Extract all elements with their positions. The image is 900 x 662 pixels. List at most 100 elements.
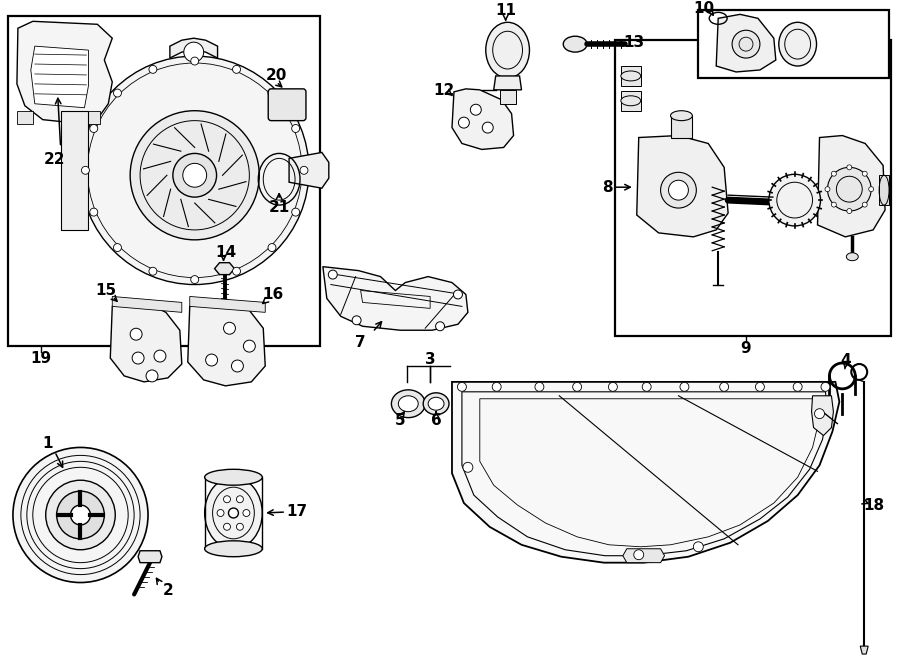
Polygon shape bbox=[190, 297, 266, 312]
Circle shape bbox=[634, 549, 643, 559]
Circle shape bbox=[146, 370, 158, 382]
Circle shape bbox=[492, 383, 501, 391]
Circle shape bbox=[223, 496, 230, 502]
Circle shape bbox=[184, 42, 203, 62]
Circle shape bbox=[90, 208, 98, 216]
Ellipse shape bbox=[486, 23, 529, 78]
Circle shape bbox=[572, 383, 581, 391]
Circle shape bbox=[223, 322, 236, 334]
Text: 7: 7 bbox=[356, 335, 366, 350]
Circle shape bbox=[232, 267, 240, 275]
Circle shape bbox=[471, 104, 482, 115]
Circle shape bbox=[217, 510, 224, 516]
Bar bbox=[60, 111, 88, 230]
Circle shape bbox=[80, 56, 309, 285]
Text: 1: 1 bbox=[42, 436, 53, 451]
Ellipse shape bbox=[563, 36, 587, 52]
Circle shape bbox=[436, 322, 445, 331]
Polygon shape bbox=[860, 646, 868, 654]
Circle shape bbox=[113, 89, 122, 97]
Text: 20: 20 bbox=[266, 68, 287, 83]
Polygon shape bbox=[17, 111, 32, 124]
Circle shape bbox=[130, 111, 259, 240]
Polygon shape bbox=[636, 136, 728, 237]
Circle shape bbox=[90, 124, 98, 132]
Circle shape bbox=[821, 383, 830, 391]
Circle shape bbox=[148, 66, 157, 73]
Ellipse shape bbox=[399, 396, 418, 412]
Circle shape bbox=[793, 383, 802, 391]
Circle shape bbox=[268, 244, 276, 252]
Polygon shape bbox=[716, 15, 776, 72]
Circle shape bbox=[82, 166, 89, 174]
Ellipse shape bbox=[621, 71, 641, 81]
Circle shape bbox=[57, 491, 104, 539]
Text: 15: 15 bbox=[95, 283, 117, 298]
Circle shape bbox=[755, 383, 764, 391]
Circle shape bbox=[243, 340, 256, 352]
Polygon shape bbox=[323, 267, 468, 330]
Polygon shape bbox=[138, 551, 162, 563]
Circle shape bbox=[154, 350, 166, 362]
Text: 6: 6 bbox=[431, 413, 442, 428]
Ellipse shape bbox=[778, 23, 816, 66]
Polygon shape bbox=[214, 263, 234, 275]
Polygon shape bbox=[817, 136, 885, 237]
Bar bbox=[621, 91, 641, 111]
Polygon shape bbox=[111, 303, 182, 382]
Circle shape bbox=[454, 290, 463, 299]
Circle shape bbox=[720, 383, 729, 391]
Circle shape bbox=[231, 360, 243, 372]
Circle shape bbox=[661, 172, 697, 208]
Circle shape bbox=[669, 180, 689, 200]
Circle shape bbox=[148, 267, 157, 275]
Polygon shape bbox=[623, 549, 664, 563]
Text: 9: 9 bbox=[741, 341, 751, 355]
Circle shape bbox=[732, 30, 760, 58]
Circle shape bbox=[205, 354, 218, 366]
Circle shape bbox=[223, 523, 230, 530]
Circle shape bbox=[825, 187, 830, 192]
Ellipse shape bbox=[392, 390, 425, 418]
Text: 2: 2 bbox=[163, 583, 174, 598]
Text: 10: 10 bbox=[694, 1, 715, 16]
Text: 5: 5 bbox=[395, 413, 406, 428]
Circle shape bbox=[132, 352, 144, 364]
Circle shape bbox=[680, 383, 688, 391]
Circle shape bbox=[352, 316, 361, 325]
Polygon shape bbox=[17, 21, 112, 124]
Circle shape bbox=[191, 275, 199, 283]
Text: 8: 8 bbox=[601, 179, 612, 195]
Circle shape bbox=[862, 171, 868, 176]
Polygon shape bbox=[289, 152, 328, 188]
Circle shape bbox=[608, 383, 617, 391]
Polygon shape bbox=[452, 382, 840, 563]
Polygon shape bbox=[188, 303, 266, 386]
Polygon shape bbox=[452, 89, 514, 150]
Circle shape bbox=[827, 167, 871, 211]
Circle shape bbox=[237, 496, 243, 502]
Text: 12: 12 bbox=[434, 83, 454, 99]
Circle shape bbox=[463, 462, 473, 472]
Circle shape bbox=[814, 408, 824, 418]
Circle shape bbox=[229, 508, 238, 518]
Text: 18: 18 bbox=[864, 498, 885, 512]
Text: 11: 11 bbox=[495, 3, 516, 18]
Text: 22: 22 bbox=[44, 152, 66, 167]
Circle shape bbox=[535, 383, 544, 391]
Polygon shape bbox=[85, 111, 101, 124]
Circle shape bbox=[832, 202, 836, 207]
Circle shape bbox=[268, 89, 276, 97]
Circle shape bbox=[300, 166, 308, 174]
Circle shape bbox=[46, 480, 115, 549]
Circle shape bbox=[292, 208, 300, 216]
Text: 16: 16 bbox=[263, 287, 284, 302]
Text: 4: 4 bbox=[840, 353, 850, 367]
Bar bbox=[879, 175, 889, 205]
Ellipse shape bbox=[204, 477, 262, 549]
Circle shape bbox=[769, 174, 821, 226]
Ellipse shape bbox=[846, 253, 859, 261]
Circle shape bbox=[232, 66, 240, 73]
Circle shape bbox=[458, 117, 470, 128]
Bar bbox=[621, 66, 641, 86]
